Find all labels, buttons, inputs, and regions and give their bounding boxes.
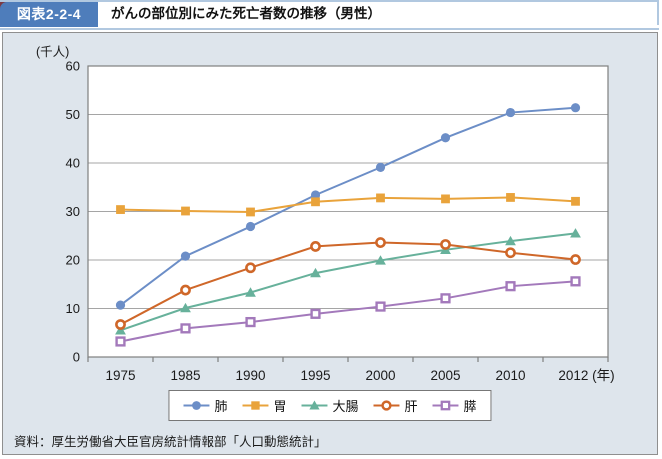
data-point (311, 197, 320, 207)
data-point (381, 400, 392, 411)
legend-marker-icon (373, 400, 400, 411)
data-point (570, 254, 581, 265)
chart-svg: 0 10 20 30 40 50 60 1975 1985 1990 1995 2000 2005 201… (66, 59, 615, 384)
data-point (505, 235, 516, 246)
series-line (119, 106, 576, 306)
y-tick-label: 40 (66, 156, 80, 171)
data-point (375, 301, 386, 312)
data-point (376, 193, 385, 203)
y-tick-label: 10 (66, 301, 80, 316)
data-point (570, 103, 581, 113)
series-line (120, 196, 576, 213)
data-point (506, 193, 515, 202)
legend-label: 膵 (463, 399, 477, 414)
header-top-rule (0, 0, 659, 2)
legend-marker-icon (242, 401, 269, 410)
data-point (180, 251, 191, 261)
data-point (505, 247, 516, 259)
x-tick-label: 1985 (170, 368, 200, 383)
data-point (440, 239, 451, 250)
data-point (115, 300, 126, 310)
data-point (245, 287, 256, 297)
data-point (245, 221, 256, 232)
data-point (505, 281, 516, 292)
data-point (375, 162, 386, 172)
x-tick-label: 2010 (495, 368, 525, 383)
legend-item: 大腸 (301, 396, 359, 415)
series-膵 (115, 276, 581, 347)
legend-label: 肝 (404, 399, 418, 414)
x-tick-label: 1990 (235, 368, 265, 383)
series-line (120, 241, 576, 326)
data-point (115, 336, 126, 347)
data-point (375, 255, 386, 265)
data-point (115, 319, 126, 330)
legend-label: 肺 (214, 399, 228, 414)
figure-header: 図表2-2-4 がんの部位別にみた死亡者数の推移（男性） (0, 0, 659, 30)
data-point (571, 196, 580, 206)
legend: 肺 胃 大腸 肝 膵 (168, 390, 492, 421)
series-大腸 (115, 228, 581, 335)
data-point (180, 284, 191, 296)
x-tick-label: 1995 (300, 368, 330, 383)
y-tick-label: 50 (66, 107, 80, 122)
x-tick-label: 2005 (430, 368, 460, 383)
legend-marker-icon (183, 401, 210, 410)
series-肺 (115, 103, 581, 310)
legend-item: 膵 (432, 396, 477, 415)
data-point (251, 401, 260, 410)
data-point (440, 293, 451, 304)
data-point (441, 194, 450, 204)
data-point (570, 276, 581, 287)
legend-marker-icon (432, 400, 459, 411)
legend-marker-icon (301, 400, 328, 410)
data-point (245, 316, 256, 328)
x-tick-label: 1975 (105, 368, 135, 383)
y-tick-label: 20 (66, 253, 80, 268)
data-point (180, 323, 191, 334)
data-point (309, 400, 320, 410)
y-tick-label: 0 (73, 350, 80, 365)
x-tick-label: 2012 (年) (558, 368, 614, 383)
data-point (180, 302, 191, 313)
series-胃 (116, 193, 580, 217)
series-line (120, 232, 576, 332)
data-point (246, 207, 255, 217)
figure-number-badge: 図表2-2-4 (0, 2, 98, 27)
series-line (120, 280, 576, 343)
legend-label: 大腸 (332, 399, 359, 414)
data-point (440, 133, 451, 143)
data-point (375, 237, 386, 248)
data-point (570, 228, 581, 238)
chart-panel: (千人) 0 10 20 30 40 50 60 1975 1985 1990 1995 2000 20… (2, 32, 658, 455)
data-point (245, 262, 256, 274)
figure-title: がんの部位別にみた死亡者数の推移（男性） (102, 2, 659, 25)
data-point (440, 400, 451, 411)
legend-item: 胃 (242, 396, 286, 415)
legend-item: 肝 (373, 396, 418, 415)
header-bottom-rule (0, 28, 659, 30)
data-point (116, 205, 125, 214)
data-point (181, 206, 190, 216)
data-point (310, 241, 321, 252)
y-axis-unit-label: (千人) (36, 45, 70, 59)
x-tick-label: 2000 (365, 368, 395, 383)
y-tick-label: 30 (66, 204, 80, 219)
data-point (310, 267, 321, 278)
data-point (505, 107, 516, 118)
y-tick-label: 60 (66, 59, 80, 74)
data-point (310, 190, 321, 200)
legend-label: 胃 (273, 399, 287, 414)
data-point (310, 308, 321, 319)
legend-item: 肺 (183, 396, 227, 415)
source-note: 資料：厚生労働省大臣官房統計情報部「人口動態統計」 (14, 435, 327, 449)
data-point (192, 401, 201, 410)
series-肝 (115, 237, 581, 330)
